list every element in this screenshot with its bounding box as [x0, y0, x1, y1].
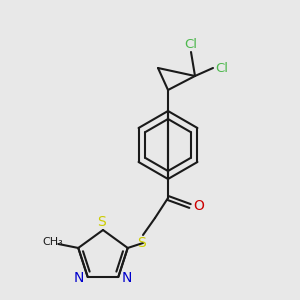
Text: O: O [194, 199, 204, 213]
Text: S: S [98, 215, 106, 229]
Text: N: N [74, 271, 84, 285]
Text: N: N [122, 271, 133, 285]
Text: Cl: Cl [215, 61, 229, 74]
Text: CH₃: CH₃ [42, 237, 63, 247]
Text: S: S [138, 236, 146, 250]
Text: Cl: Cl [184, 38, 197, 50]
